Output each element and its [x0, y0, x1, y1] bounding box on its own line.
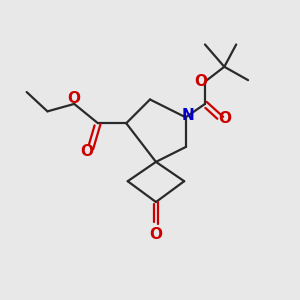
Text: O: O	[194, 74, 207, 89]
Text: O: O	[218, 111, 231, 126]
Text: O: O	[80, 144, 94, 159]
Text: N: N	[182, 108, 194, 123]
Text: O: O	[68, 91, 81, 106]
Text: O: O	[149, 227, 162, 242]
